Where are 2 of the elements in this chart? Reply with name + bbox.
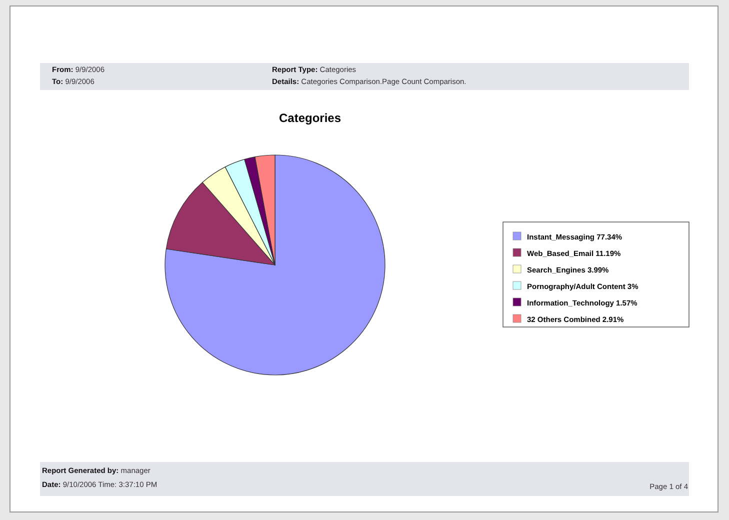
- pie-slice: [164, 154, 386, 376]
- chart-title: Categories: [278, 111, 342, 125]
